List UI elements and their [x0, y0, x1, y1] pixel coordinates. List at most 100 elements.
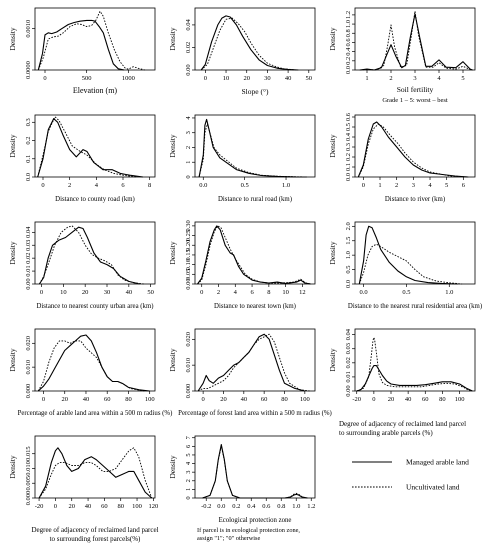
x-tick-label: 0 — [372, 396, 375, 403]
y-tick-label: 0 — [185, 496, 192, 499]
series-uncultivated-line — [37, 116, 137, 178]
x-tick-label: 0.0 — [217, 503, 225, 510]
x-tick-label: 500 — [82, 75, 92, 82]
x-tick-label: 5 — [461, 75, 464, 82]
series-managed-line — [37, 19, 125, 71]
x-tick-label: 10 — [282, 289, 289, 296]
x-tick-label: 6 — [462, 182, 466, 189]
x-tick-label: 3 — [413, 75, 416, 82]
y-tick-label: 3 — [185, 471, 192, 474]
x-tick-label: 40 — [126, 289, 133, 296]
y-tick-label: 0.3 — [25, 118, 32, 126]
y-tick-label: 0.03 — [345, 343, 352, 354]
y-tick-label: 0.04 — [345, 328, 352, 340]
x-axis-label: Elevation (m) — [73, 86, 118, 95]
x-tick-label: 40 — [405, 396, 412, 403]
series-uncultivated-line — [359, 10, 473, 71]
y-axis-label: Density — [328, 134, 337, 158]
y-tick-label: 0.010 — [185, 358, 192, 373]
y-tick-label: 2 — [185, 146, 192, 149]
y-tick-label: 0.6 — [345, 112, 352, 121]
y-tick-label: 0.5 — [345, 123, 352, 131]
series-managed-line — [37, 118, 144, 178]
y-tick-label: 0.0010 — [25, 20, 32, 38]
series-managed-line — [198, 118, 307, 178]
y-tick-label: 0.2 — [345, 153, 352, 161]
x-tick-label: 4 — [234, 289, 238, 296]
x-tick-label: 8 — [148, 182, 151, 189]
x-tick-label: -0.2 — [201, 503, 211, 510]
plot-frame — [194, 114, 316, 178]
x-tick-label: 30 — [104, 289, 111, 296]
series-uncultivated-line — [197, 225, 311, 285]
x-tick-label: 4 — [428, 182, 432, 189]
x-tick-label: 2 — [395, 182, 398, 189]
x-tick-label: 1.0 — [292, 503, 300, 510]
y-tick-label: 2 — [185, 479, 192, 482]
x-tick-label: 40 — [241, 396, 248, 403]
plot-frame — [34, 328, 156, 392]
x-tick-label: 0 — [42, 396, 45, 403]
plot-frame — [194, 7, 316, 71]
plot-frame — [194, 221, 316, 285]
y-axis-label: Density — [328, 27, 337, 51]
x-tick-label: 0.6 — [262, 503, 271, 510]
y-tick-label: 0.00 — [185, 278, 192, 289]
y-tick-label: 0.01 — [25, 265, 32, 276]
series-managed-line — [38, 447, 153, 499]
x-axis-label: Distance to nearest county urban area (k… — [36, 303, 153, 310]
y-tick-label: 0.000 — [25, 491, 32, 506]
x-tick-label: 60 — [261, 396, 268, 403]
y-tick-label: 0.03 — [25, 240, 32, 251]
series-uncultivated-line — [200, 17, 297, 71]
y-axis-label: Density — [8, 348, 17, 372]
x-tick-label: 12 — [299, 289, 306, 296]
x-tick-label: 1 — [365, 75, 368, 82]
y-tick-label: 0.020 — [185, 332, 192, 347]
y-tick-label: 0.6 — [345, 38, 352, 47]
y-tick-label: 0.02 — [345, 357, 352, 368]
series-managed-line — [357, 121, 469, 178]
x-tick-label: 20 — [388, 396, 395, 403]
x-tick-label: 0.5 — [402, 289, 410, 296]
plot-frame — [354, 221, 476, 285]
x-tick-label: 100 — [132, 503, 142, 510]
y-axis-label: Density — [328, 241, 337, 265]
y-tick-label: 0.15 — [185, 249, 192, 260]
plot-frame — [34, 114, 156, 178]
x-tick-label: 60 — [101, 503, 108, 510]
y-axis-label: Density — [8, 134, 17, 158]
series-managed-line — [197, 333, 305, 392]
x-axis-label: Distance to river (km) — [385, 196, 445, 203]
y-tick-label: 0.020 — [25, 336, 32, 351]
x-tick-label: 40 — [83, 396, 90, 403]
y-tick-label: 1.5 — [345, 237, 352, 245]
y-tick-label: 4 — [185, 461, 192, 465]
x-axis-label: Ecological protection zone — [219, 517, 292, 524]
x-tick-label: 0 — [54, 503, 57, 510]
series-managed-line — [200, 15, 299, 71]
x-tick-label: 60 — [104, 396, 111, 403]
y-tick-label: 0.10 — [185, 259, 192, 270]
y-tick-label: 0.04 — [185, 18, 192, 30]
x-tick-label: 0 — [40, 289, 43, 296]
x-tick-label: 120 — [148, 503, 158, 510]
series-managed-line — [358, 225, 458, 285]
x-axis-note-line2: assign "1"; "0" otherwise — [197, 535, 260, 542]
y-tick-label: 0.2 — [25, 136, 32, 144]
x-tick-label: -20 — [352, 396, 361, 403]
density-panel-3: 1 2 3 4 5 0.00.20.40.60.81.01.2 Density Soil fe… — [328, 7, 476, 104]
x-axis-label: Distance to the nearest rural residentia… — [348, 303, 482, 310]
y-tick-label: 0.01 — [345, 371, 352, 382]
x-tick-label: 1.0 — [445, 289, 453, 296]
plot-frame — [194, 328, 316, 392]
series-uncultivated-line — [358, 243, 463, 285]
legend-label: Managed arable land — [406, 458, 469, 467]
x-axis-note: If parcel is in ecological protection zo… — [197, 527, 300, 534]
x-tick-label: 4 — [95, 182, 99, 189]
x-tick-label: 20 — [82, 289, 89, 296]
y-tick-label: 4 — [185, 116, 192, 120]
series-managed-line — [38, 226, 140, 285]
series-uncultivated-line — [39, 225, 145, 285]
x-tick-label: 1 — [378, 182, 381, 189]
